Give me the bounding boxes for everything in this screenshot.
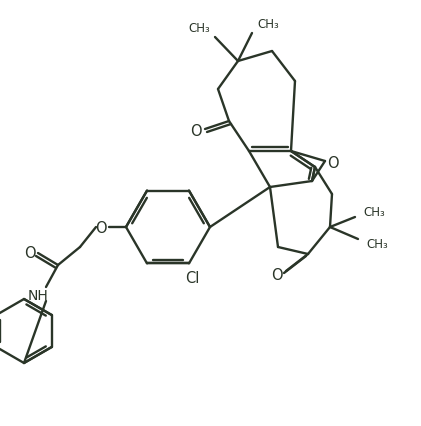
Text: CH₃: CH₃ bbox=[257, 17, 279, 30]
Text: O: O bbox=[24, 245, 36, 260]
Text: Cl: Cl bbox=[185, 270, 199, 285]
Text: NH: NH bbox=[28, 288, 48, 302]
Text: CH₃: CH₃ bbox=[188, 21, 210, 35]
Text: CH₃: CH₃ bbox=[366, 238, 388, 251]
Text: O: O bbox=[327, 156, 339, 171]
Text: O: O bbox=[271, 267, 283, 282]
Text: CH₃: CH₃ bbox=[363, 206, 385, 219]
Text: O: O bbox=[95, 221, 107, 236]
Text: O: O bbox=[190, 123, 202, 138]
